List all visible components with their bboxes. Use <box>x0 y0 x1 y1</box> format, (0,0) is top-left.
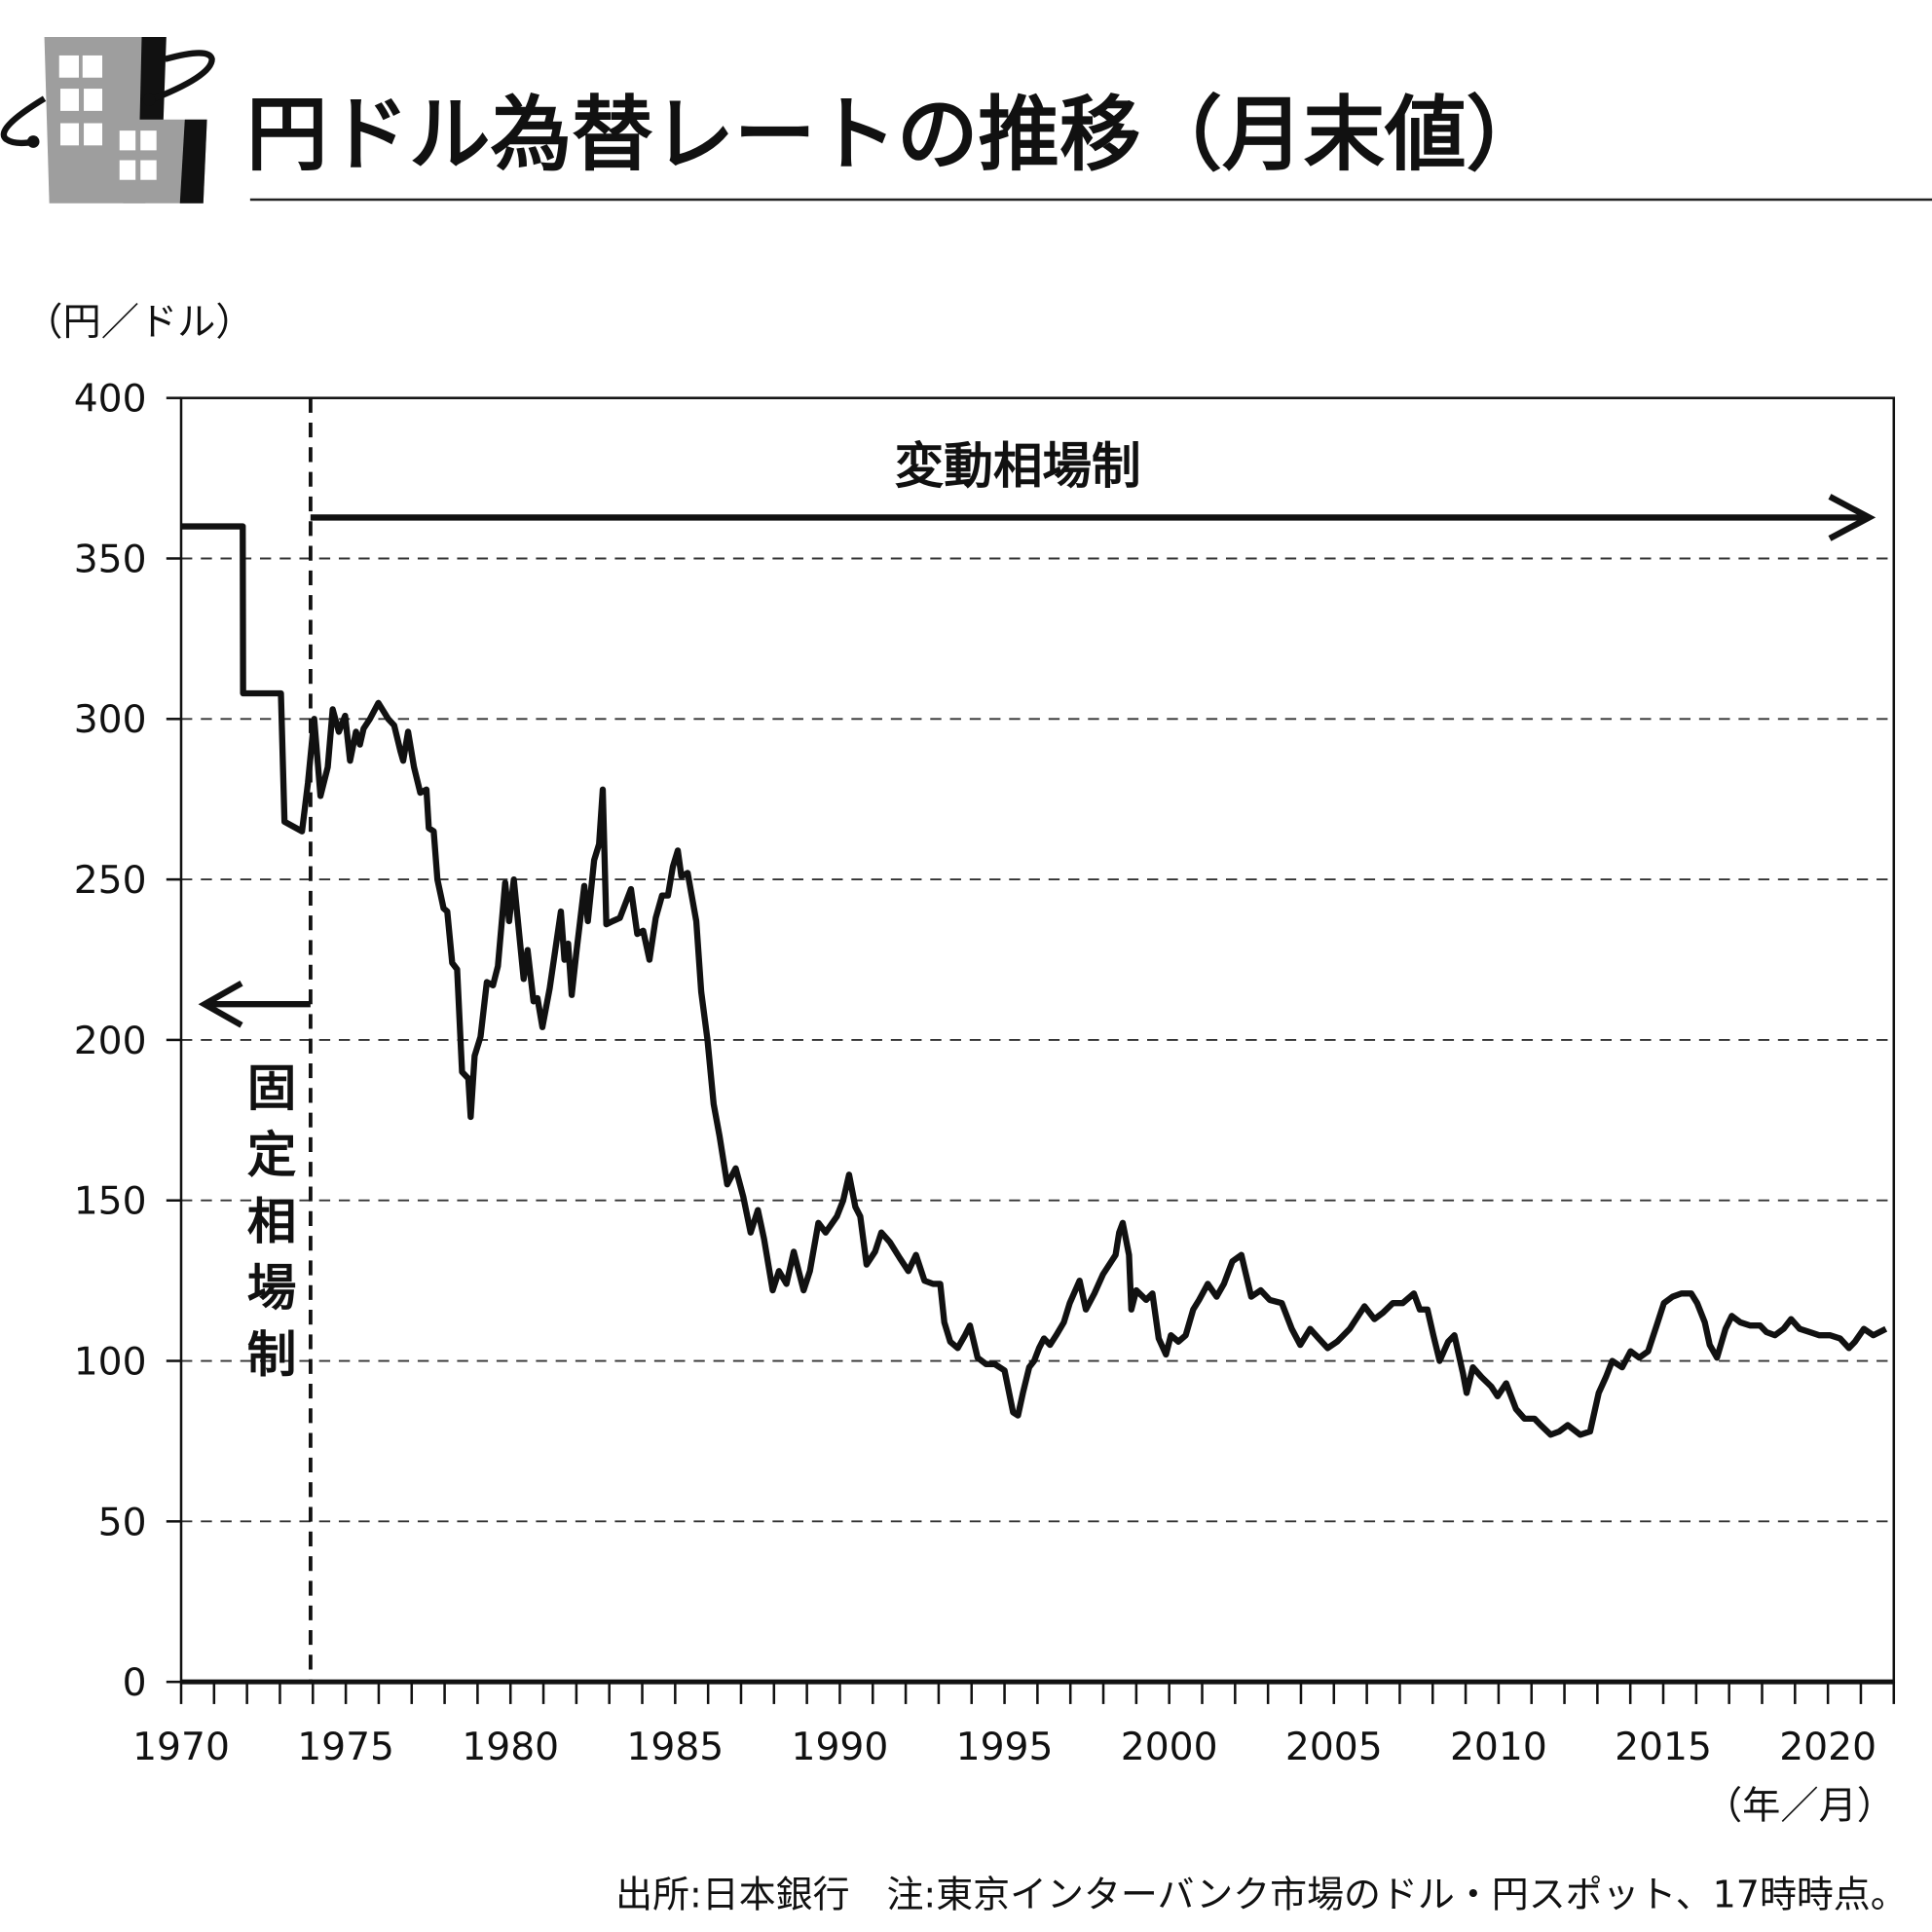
x-tick-label: 2020 <box>1779 1726 1876 1769</box>
office-building-globe-icon <box>0 36 215 204</box>
page-title: 円ドル為替レートの推移（月末値） <box>246 87 1547 182</box>
x-tick-label: 1970 <box>132 1726 230 1769</box>
series-line-usd-jpy <box>181 523 1888 1438</box>
fixed-regime-arrow <box>198 980 311 1028</box>
x-tick-label: 1995 <box>956 1726 1054 1769</box>
y-tick-label: 400 <box>74 378 147 422</box>
y-tick-label: 300 <box>74 698 147 742</box>
x-tick-label: 1990 <box>792 1726 889 1769</box>
y-tick-label: 100 <box>74 1340 147 1384</box>
x-tick-label: 2000 <box>1121 1726 1218 1769</box>
floating-regime-arrow <box>310 494 1876 541</box>
x-tick-label: 1980 <box>462 1726 559 1769</box>
x-axis-unit-label: （年／月） <box>1704 1785 1895 1829</box>
y-tick-label: 200 <box>74 1020 147 1063</box>
x-tick-label: 1985 <box>626 1726 724 1769</box>
source-note: 出所:日本銀行 注:東京インターバンク市場のドル・円スポット、17時時点。 <box>615 1874 1908 1916</box>
x-tick-label: 2010 <box>1450 1726 1547 1769</box>
y-tick-label: 150 <box>74 1180 147 1224</box>
x-tick-label: 2015 <box>1615 1726 1712 1769</box>
y-tick-label: 50 <box>98 1501 147 1544</box>
floating-regime-label: 変動相場制 <box>895 437 1141 495</box>
y-tick-label: 250 <box>74 859 147 903</box>
x-tick-label: 1975 <box>297 1726 394 1769</box>
y-axis-unit-label: （円／ドル） <box>24 301 253 345</box>
fixed-regime-label: 固定相場制 <box>239 1062 296 1395</box>
grid <box>181 557 1894 1523</box>
x-tick-label: 2005 <box>1285 1726 1383 1769</box>
y-tick-label: 350 <box>74 538 147 581</box>
y-tick-label: 0 <box>123 1661 147 1705</box>
